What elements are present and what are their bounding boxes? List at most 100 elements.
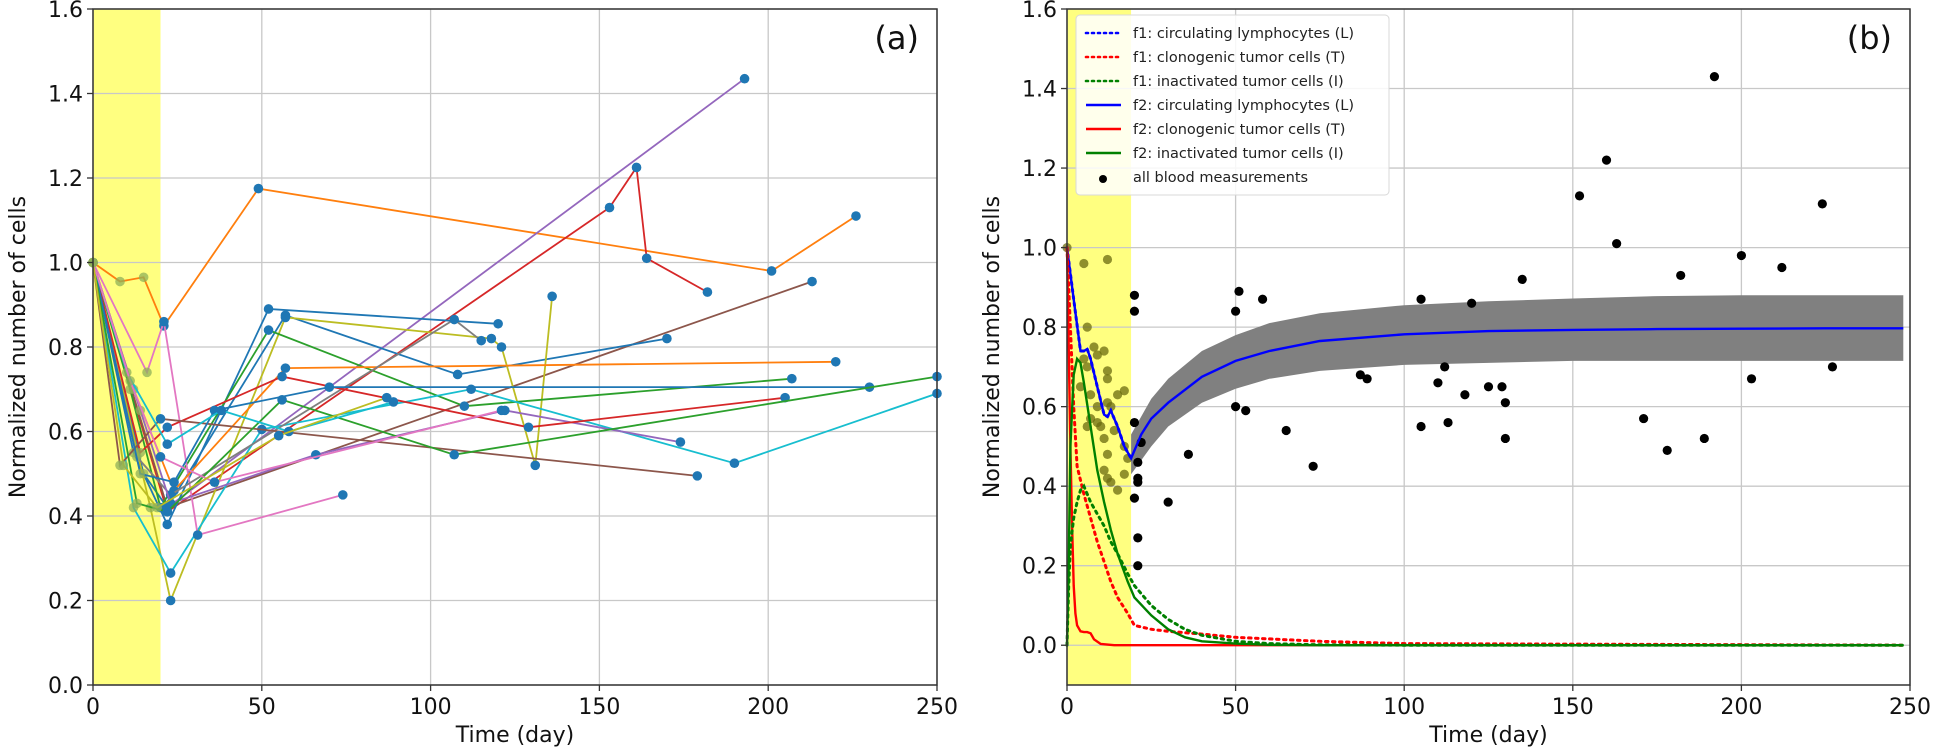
x-tick-label: 50 xyxy=(1222,695,1250,720)
legend-label: f2: inactivated tumor cells (I) xyxy=(1133,146,1344,162)
legend-item: f2: inactivated tumor cells (I) xyxy=(1086,146,1344,162)
blood-measurement-point xyxy=(1308,461,1318,471)
data-point xyxy=(162,439,173,449)
x-axis-label: Time (day) xyxy=(1428,723,1547,748)
ticks: 0 50 100 150 200 250 0.0 0.2 0.4 0.6 0.8 1.0 1.2 1.4 1… xyxy=(1022,0,1931,720)
data-point xyxy=(165,595,176,606)
data-point xyxy=(476,335,487,346)
trajectory-patient-15 xyxy=(88,257,703,481)
x-tick-label: 0 xyxy=(1060,695,1074,720)
legend-item: f1: inactivated tumor cells (I) xyxy=(1084,74,1344,90)
patient-trajectories xyxy=(88,73,942,606)
blood-measurement-point xyxy=(1133,477,1143,487)
legend-label: f2: circulating lymphocytes (L) xyxy=(1133,98,1354,114)
blood-measurements xyxy=(1062,72,1838,571)
legend-label: f1: inactivated tumor cells (I) xyxy=(1133,74,1344,90)
blood-measurement-point xyxy=(1099,433,1109,444)
blood-measurement-point xyxy=(1234,286,1244,296)
y-tick-label: 0.4 xyxy=(1022,475,1057,500)
y-tick-label: 0.8 xyxy=(48,336,83,361)
data-point xyxy=(830,356,841,367)
data-point xyxy=(547,291,557,302)
trajectory-line xyxy=(92,262,938,513)
x-tick-label: 0 xyxy=(86,695,100,720)
blood-measurement-point xyxy=(1119,469,1129,479)
data-point xyxy=(641,253,652,264)
y-tick-label: 1.0 xyxy=(1022,237,1057,262)
legend-label: f1: clonogenic tumor cells (T) xyxy=(1133,50,1345,66)
blood-measurement-point xyxy=(1129,417,1140,428)
trajectory-patient-1 xyxy=(88,183,861,331)
data-point xyxy=(324,382,335,392)
blood-measurement-point xyxy=(1102,374,1113,384)
curve-f1-clonogenic-tumor-cells-t- xyxy=(1065,246,1905,647)
data-point xyxy=(523,422,534,433)
data-point xyxy=(152,502,162,513)
trajectory-patient-11 xyxy=(88,257,841,496)
data-point xyxy=(273,430,284,441)
blood-measurement-point xyxy=(1079,258,1089,269)
data-point xyxy=(132,498,142,509)
trajectory-line xyxy=(92,262,836,493)
blood-measurement-point xyxy=(1102,366,1113,376)
data-point xyxy=(851,211,861,221)
data-point xyxy=(739,73,750,84)
blood-measurement-point xyxy=(1817,199,1827,209)
blood-measurement-point xyxy=(1106,402,1116,412)
data-point xyxy=(496,405,507,416)
y-tick-label: 1.2 xyxy=(1022,157,1057,182)
blood-measurement-point xyxy=(1281,425,1291,436)
y-axis-label: Normalized number of cells xyxy=(6,196,31,498)
trajectory-patient-8 xyxy=(88,257,797,513)
x-tick-label: 200 xyxy=(747,695,789,720)
blood-measurement-point xyxy=(1460,390,1470,400)
data-point xyxy=(142,367,152,378)
legend-label: f2: clonogenic tumor cells (T) xyxy=(1133,122,1345,138)
y-tick-label: 0.2 xyxy=(48,590,83,615)
blood-measurement-point xyxy=(1440,362,1450,372)
blood-measurement-point xyxy=(1601,155,1612,165)
blood-measurement-point xyxy=(1612,239,1622,249)
blood-measurement-point xyxy=(1133,457,1143,467)
panel-tag: (a) xyxy=(874,19,919,57)
trajectory-line xyxy=(92,262,786,455)
trajectory-line xyxy=(92,164,708,514)
data-point xyxy=(118,460,129,471)
data-point xyxy=(165,568,176,578)
data-point xyxy=(702,287,713,297)
data-point xyxy=(277,395,287,405)
blood-measurement-point xyxy=(1676,270,1686,281)
y-tick-label: 0.0 xyxy=(1022,634,1057,659)
blood-measurement-point xyxy=(1241,406,1251,416)
legend-marker xyxy=(1099,175,1107,183)
blood-measurement-point xyxy=(1355,370,1365,380)
y-tick-label: 1.2 xyxy=(48,167,83,192)
data-point xyxy=(493,318,503,329)
blood-measurement-point xyxy=(1082,322,1092,332)
x-tick-label: 50 xyxy=(248,695,276,720)
blood-measurement-point xyxy=(1089,342,1099,352)
blood-measurement-point xyxy=(1497,382,1507,392)
data-point xyxy=(675,437,686,447)
trajectory-line xyxy=(92,262,870,484)
blood-measurement-point xyxy=(1092,350,1102,360)
legend-item: f1: circulating lymphocytes (L) xyxy=(1084,26,1354,42)
y-tick-label: 0.6 xyxy=(1022,396,1057,421)
legend-label: all blood measurements xyxy=(1133,170,1308,186)
data-point xyxy=(277,371,287,382)
trajectory-patient-6 xyxy=(88,257,672,513)
x-tick-label: 250 xyxy=(916,695,958,720)
blood-measurement-point xyxy=(1092,402,1102,412)
data-point xyxy=(530,460,541,471)
blood-measurement-point xyxy=(1500,398,1510,408)
data-point xyxy=(381,392,392,403)
x-tick-label: 200 xyxy=(1720,695,1762,720)
data-point xyxy=(162,519,173,530)
blood-measurement-point xyxy=(1699,433,1709,444)
blood-measurement-point xyxy=(1483,382,1494,392)
trajectory-patient-13 xyxy=(88,257,686,509)
curve-f1-circulating-lymphocytes-l- xyxy=(1065,246,1133,460)
blood-measurement-point xyxy=(1129,290,1140,300)
y-tick-label: 1.4 xyxy=(1022,78,1057,103)
model-curves xyxy=(1065,246,1905,647)
